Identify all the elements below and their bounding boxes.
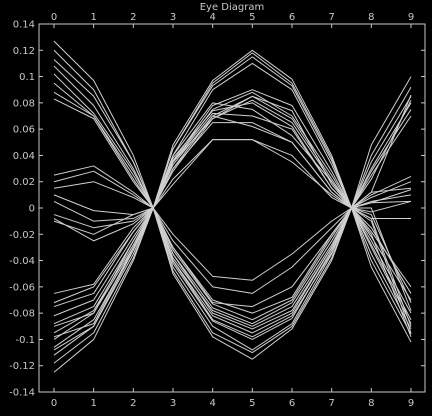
x-tick-label-bottom: 6 [289,398,295,409]
eye-trace-1 [53,40,412,209]
x-tick-label-top: 1 [90,12,96,23]
y-tick-label: 0 [29,204,35,215]
y-tick-label: -0.06 [9,282,35,293]
y-tick-label: 0.12 [13,46,35,57]
x-tick-label-bottom: 9 [408,398,414,409]
x-tick-label-top: 0 [51,12,57,23]
eye-trace-26 [53,207,412,311]
x-tick-label-top: 7 [328,12,334,23]
y-tick-label: 0.02 [13,177,35,188]
x-tick-label-bottom: 3 [170,398,176,409]
eye-trace-29 [53,207,412,338]
y-tick-label: -0.14 [9,388,35,399]
x-tick-label-bottom: 4 [209,398,215,409]
y-tick-label: -0.08 [9,309,35,320]
x-tick-label-top: 9 [408,12,414,23]
x-tick-label-top: 2 [130,12,136,23]
y-tick-label: -0.04 [9,256,35,267]
x-tick-label-bottom: 7 [328,398,334,409]
y-tick-label: -0.12 [9,361,35,372]
x-tick-label-top: 4 [209,12,215,23]
x-tick-label-top: 8 [368,12,374,23]
x-tick-label-top: 6 [289,12,295,23]
traces-layer [53,40,412,373]
x-tick-label-bottom: 0 [51,398,57,409]
x-tick-label-top: 5 [249,12,255,23]
y-tick-label: 0.1 [19,72,35,83]
eye-trace-16 [53,95,412,235]
eye-trace-25 [53,207,412,314]
y-tick-label: 0.14 [13,20,35,31]
x-tick-label-top: 3 [170,12,176,23]
x-tick-label-bottom: 1 [90,398,96,409]
y-tick-label: -0.1 [15,335,35,346]
eye-trace-27 [53,207,412,308]
y-tick-label: 0.06 [13,125,35,136]
y-tick-label: 0.08 [13,98,35,109]
x-tick-label-bottom: 2 [130,398,136,409]
eye-trace-15 [53,102,412,242]
y-tick-label: 0.04 [13,151,35,162]
x-tick-label-bottom: 8 [368,398,374,409]
eye-trace-30 [53,207,412,351]
eye-trace-10 [53,139,412,209]
tick-layer: 0 0 1 1 2 2 3 3 4 4 5 5 6 6 7 7 8 8 9 9 0.14 0.12 0.1 0.08 0.06 0… [9,12,425,409]
x-tick-label-bottom: 5 [249,398,255,409]
chart-title: Eye Diagram [200,2,265,13]
y-tick-label: -0.02 [9,230,35,241]
